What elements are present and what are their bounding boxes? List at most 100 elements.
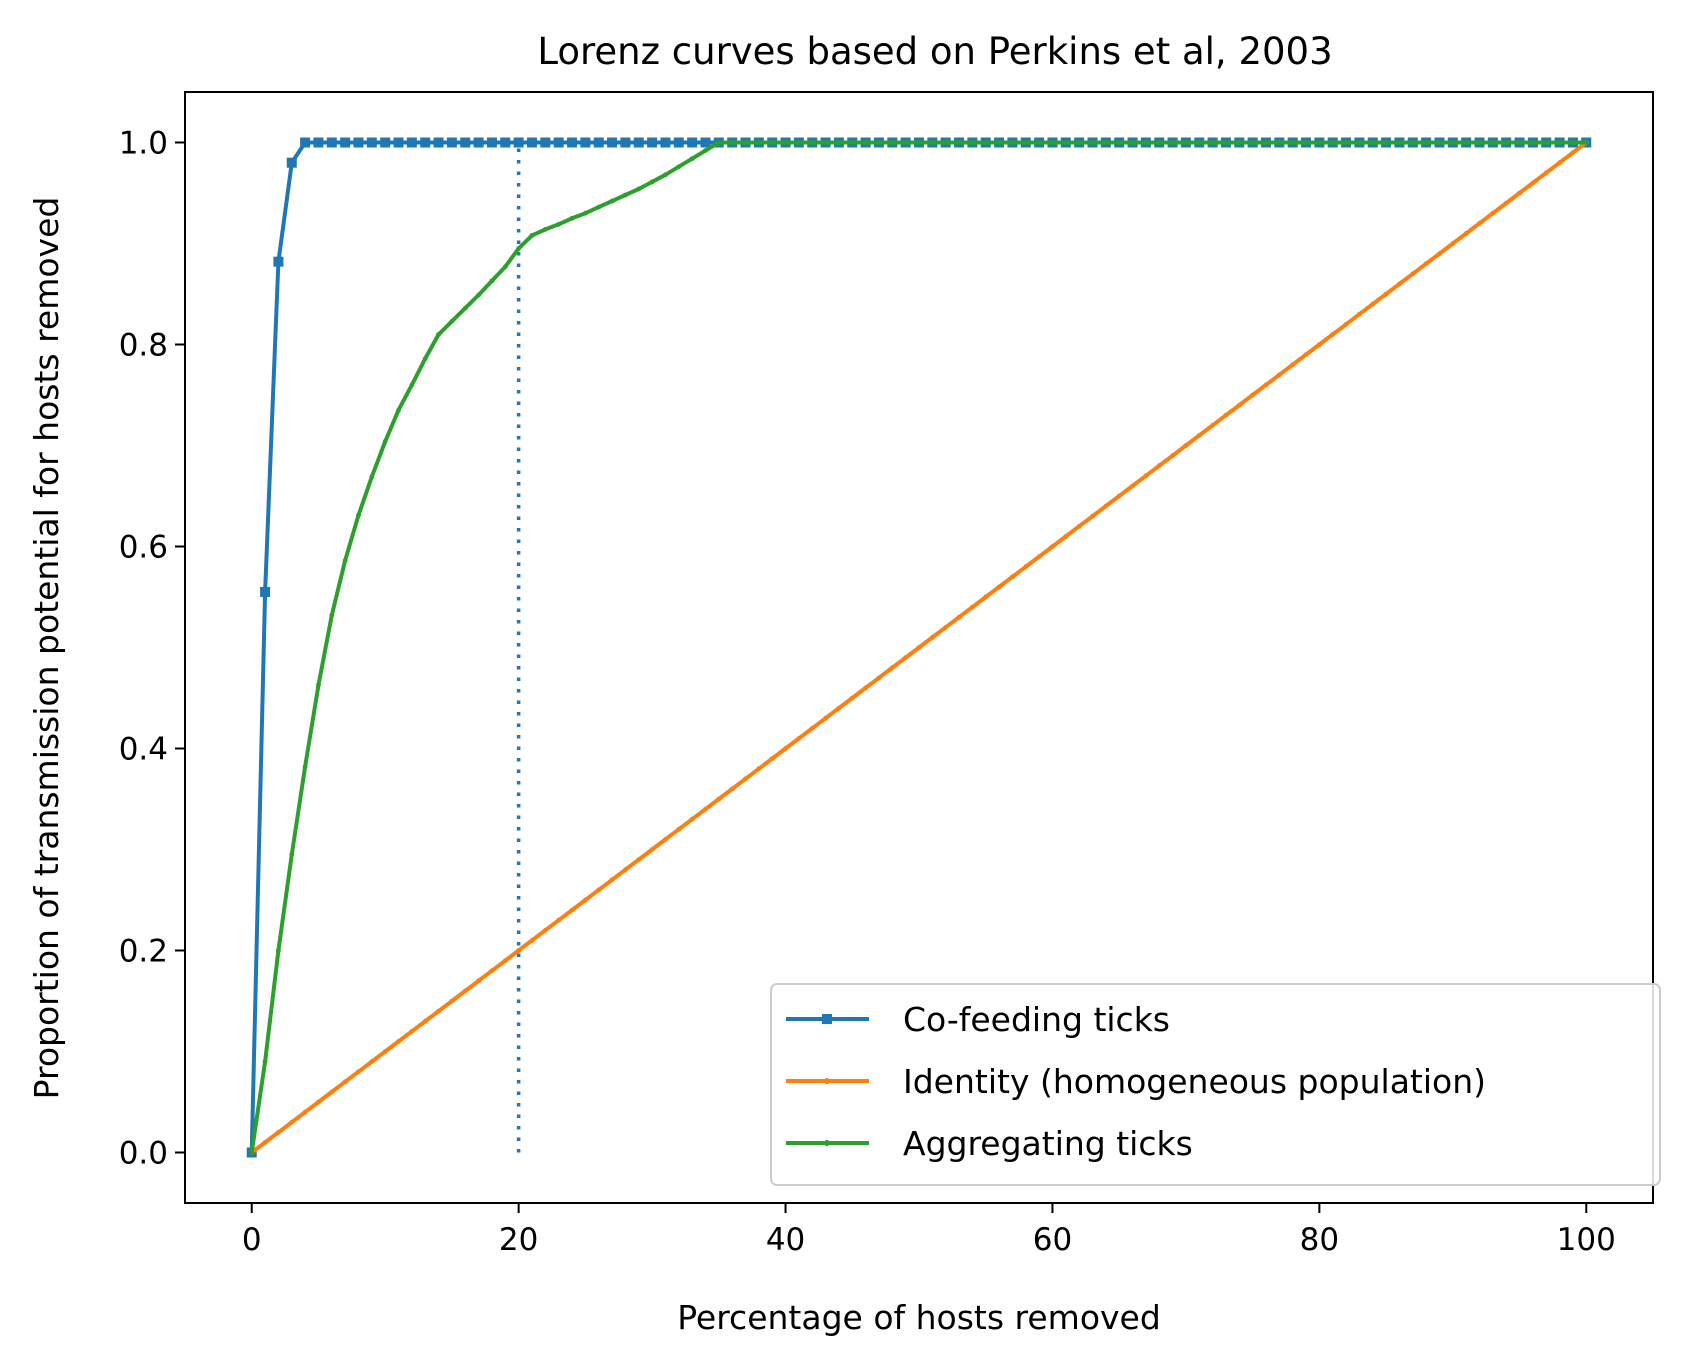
- identity-point: [1183, 443, 1189, 448]
- co-feeding-point: [593, 137, 604, 148]
- identity-point: [1477, 220, 1482, 226]
- aggregating-point: [476, 292, 481, 298]
- aggregating-point: [983, 140, 989, 145]
- identity-point: [689, 816, 695, 822]
- identity-point: [849, 695, 855, 701]
- x-tick-label: 40: [766, 1222, 805, 1258]
- aggregating-point: [1477, 140, 1482, 145]
- aggregating-point: [1170, 140, 1175, 145]
- x-tick-label: 20: [499, 1222, 538, 1258]
- co-feeding-point: [700, 137, 711, 148]
- aggregating-point: [529, 233, 535, 238]
- identity-point: [1530, 180, 1536, 186]
- chart-title: Lorenz curves based on Perkins et al, 20…: [537, 30, 1332, 73]
- identity-point: [716, 796, 722, 802]
- co-feeding-point: [647, 137, 658, 148]
- identity-point: [396, 1039, 401, 1044]
- aggregating-point: [556, 221, 562, 227]
- identity-point: [663, 837, 668, 842]
- co-feeding-point: [553, 137, 564, 148]
- aggregating-point: [716, 140, 722, 145]
- legend-box: [770, 983, 1661, 1186]
- aggregating-point: [1543, 140, 1549, 145]
- identity-point: [1116, 493, 1122, 499]
- identity-point: [676, 826, 682, 832]
- legend-marker-co-feeding: [822, 1014, 832, 1024]
- identity-point: [382, 1049, 388, 1054]
- identity-point: [1543, 170, 1549, 176]
- identity-point: [1250, 392, 1256, 398]
- aggregating-point: [929, 140, 935, 145]
- aggregating-point: [1370, 140, 1376, 145]
- aggregating-point: [1583, 140, 1589, 145]
- identity-point: [836, 705, 842, 711]
- aggregating-point: [1316, 140, 1322, 145]
- aggregating-point: [369, 474, 375, 480]
- x-tick-label: 60: [1033, 1222, 1072, 1258]
- aggregating-point: [1517, 140, 1522, 145]
- aggregating-point: [1156, 140, 1162, 145]
- aggregating-point: [249, 1150, 255, 1155]
- identity-point: [302, 1109, 308, 1115]
- aggregating-point: [1076, 140, 1082, 145]
- co-feeding-point: [526, 137, 537, 148]
- identity-point: [1503, 200, 1509, 206]
- identity-point: [943, 624, 949, 630]
- identity-point: [1357, 311, 1362, 317]
- co-feeding-point: [273, 256, 284, 267]
- aggregating-point: [943, 140, 949, 145]
- aggregating-point: [609, 198, 615, 204]
- co-feeding-point: [433, 137, 444, 148]
- co-feeding-point: [380, 137, 391, 148]
- aggregating-point: [342, 558, 348, 564]
- identity-point: [409, 1028, 415, 1034]
- aggregating-point: [1570, 140, 1576, 145]
- aggregating-point: [449, 318, 455, 324]
- identity-point: [1223, 412, 1229, 418]
- aggregating-point: [1036, 140, 1042, 145]
- identity-point: [903, 655, 909, 660]
- aggregating-point: [1103, 140, 1109, 145]
- identity-point: [1490, 210, 1496, 216]
- aggregating-point: [1343, 140, 1349, 145]
- identity-point: [1010, 574, 1015, 580]
- y-axis: 0.0 0.2 0.4 0.6 0.8 1.0: [119, 126, 185, 1172]
- aggregating-point: [729, 140, 735, 145]
- identity-point: [1263, 382, 1269, 388]
- identity-point: [996, 584, 1002, 590]
- identity-point: [1370, 301, 1376, 307]
- aggregating-point: [1423, 140, 1429, 145]
- legend-label-identity: Identity (homogeneous population): [903, 1062, 1486, 1101]
- aggregating-point: [1143, 140, 1149, 145]
- identity-point: [1210, 422, 1215, 428]
- legend: Co-feeding ticks Identity (homogeneous po…: [770, 983, 1661, 1186]
- co-feeding-point: [633, 137, 644, 148]
- identity-point: [609, 877, 615, 883]
- identity-point: [1103, 503, 1109, 509]
- x-tick-label: 0: [242, 1222, 262, 1258]
- aggregating-point: [876, 140, 882, 145]
- identity-point: [756, 766, 762, 772]
- identity-point: [1437, 251, 1442, 256]
- aggregating-point: [1450, 140, 1456, 145]
- co-feeding-point: [673, 137, 684, 148]
- co-feeding-point: [286, 157, 297, 168]
- aggregating-point: [329, 612, 335, 618]
- identity-point: [369, 1059, 375, 1064]
- aggregating-point: [356, 512, 361, 518]
- aggregating-point: [276, 948, 281, 953]
- identity-point: [703, 806, 708, 812]
- identity-point: [1383, 291, 1389, 297]
- aggregating-point: [956, 140, 962, 145]
- identity-point: [1330, 332, 1336, 337]
- identity-point: [1570, 150, 1576, 156]
- y-tick-label: 0.2: [119, 934, 168, 970]
- co-feeding-point: [446, 137, 457, 148]
- x-axis-label: Percentage of hosts removed: [677, 1298, 1161, 1337]
- aggregating-point: [889, 140, 895, 145]
- co-feeding-point: [620, 137, 631, 148]
- identity-point: [1557, 160, 1562, 166]
- aggregating-point: [743, 140, 748, 145]
- co-feeding-point: [473, 137, 484, 148]
